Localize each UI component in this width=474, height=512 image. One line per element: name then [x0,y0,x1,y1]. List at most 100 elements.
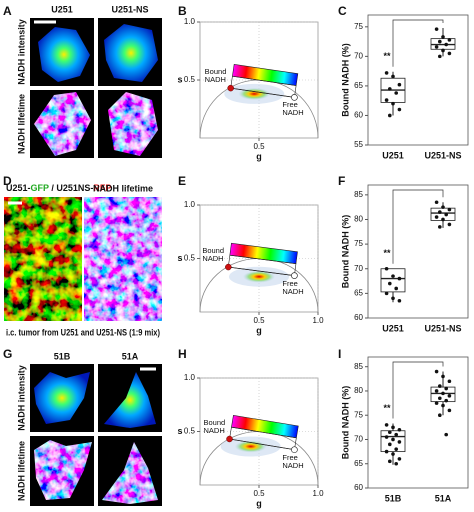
data-point [388,281,392,286]
legend-part: / U251NS- [49,183,94,193]
data-point [391,437,395,442]
data-point [441,217,445,222]
image [84,197,162,321]
data-point [447,379,452,384]
panel-letter: A [3,4,12,18]
y-tick-label: 85 [354,362,363,371]
data-point [447,394,452,398]
data-point [384,449,389,454]
significance-mark: ** [383,403,391,413]
significance-bracket [392,19,444,67]
data-point [397,107,402,112]
data-point [434,200,439,205]
y-tick-label: 65 [354,288,363,297]
data-point [394,432,399,437]
image [4,197,82,321]
y-tick-label: 70 [354,264,363,273]
free-point [291,94,298,101]
significance-mark: ** [383,51,391,61]
bound-point [226,435,233,443]
data-point [444,42,449,47]
bound-label: Bound NADH [204,68,227,85]
data-point [444,212,449,217]
data-point [438,54,442,59]
data-point [438,396,442,401]
panel-letter: C [338,4,347,18]
data-point [397,82,402,87]
y-tick-label: 1.0 [184,17,196,26]
x-axis-label: g [256,498,262,508]
data-point [434,389,439,393]
plot-frame [367,14,469,146]
legend-text: U251-GFP / U251NS-RFP [6,183,111,193]
y-tick-label: 60 [354,111,363,120]
panel-letter: E [178,174,186,188]
data-point [434,45,439,49]
phasor-cloud [238,87,271,100]
data-point [391,296,395,301]
y-tick-label: 85 [354,190,363,199]
data-point [441,374,445,379]
cell [108,92,158,156]
y-tick-label: 65 [354,459,363,468]
y-tick-label: 70 [354,435,363,444]
data-point [391,425,395,430]
images-a [30,18,162,158]
legend-part: U251- [6,183,31,193]
data-point [447,222,452,227]
data-point [434,215,439,219]
data-point [438,39,442,44]
bound-label: Bound NADH [203,418,226,435]
bound-point [227,84,234,92]
data-point [394,447,399,451]
free-label-box: Free NADH [282,101,303,117]
column-label: U251 [51,4,73,14]
data-point [434,401,439,405]
data-point [441,391,445,396]
cell [102,442,158,504]
data-point [388,442,392,447]
cell [34,92,91,156]
rainbow-strip [229,242,298,265]
cell [34,440,92,500]
cell [38,27,90,82]
y-axis-label: Bound NADH (%) [340,43,350,117]
y-tick-label: 55 [354,140,363,149]
bound-label-box: Bound NADH [204,68,227,85]
panel-letter: G [3,347,12,361]
caption: i.c. tumor from U251 and U251-NS (1:9 mi… [6,327,160,337]
x-tick-label: 51B [385,493,402,503]
column-label: U251-NS [111,4,148,14]
y-tick-label: 0.5 [184,75,196,84]
data-point [444,386,449,391]
row-label: NADH intensity [16,365,26,431]
trajectory [229,438,295,451]
data-point [384,266,389,271]
image-title: NADH lifetime [93,183,153,193]
trajectory [228,266,295,276]
bound-label-box: Bound NADH [203,418,226,435]
legend-part: RFP [93,183,111,193]
data-point [397,427,402,432]
data-point [391,274,395,278]
data-point [447,51,452,56]
data-point [397,276,402,281]
data-point [444,398,449,403]
images-d [4,197,162,321]
data-point [388,87,392,91]
cell [34,372,90,424]
y-tick-label: 75 [354,239,363,248]
x-tick-label: 0.5 [253,489,265,498]
y-axis-label: Bound NADH (%) [340,215,350,289]
data-point [438,210,442,214]
free-label: Free NADH [282,453,304,470]
y-tick-label: 1.0 [184,200,196,209]
data-point [391,452,395,456]
x-tick-label: 1.0 [312,489,324,498]
y-tick-label: 60 [354,483,363,492]
data-point [444,432,449,437]
data-point [388,430,392,435]
data-point [441,48,445,53]
data-point [434,369,439,374]
